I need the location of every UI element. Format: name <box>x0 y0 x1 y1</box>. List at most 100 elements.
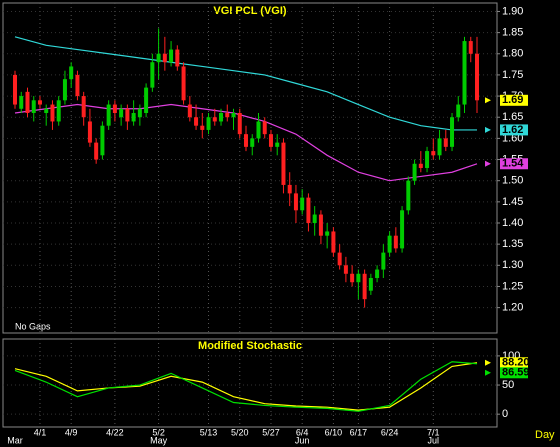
candle-body <box>318 214 323 236</box>
candle-body <box>225 113 230 118</box>
candle-body <box>106 104 111 126</box>
value-pointer <box>485 126 491 133</box>
candle-body <box>194 117 199 126</box>
value-label: 88.20 <box>502 357 530 369</box>
y-tick-label: 1.85 <box>502 27 523 39</box>
candle-body <box>231 113 236 118</box>
value-label: 86.59 <box>502 367 530 379</box>
y-tick-label: 1.25 <box>502 280 523 292</box>
candle-body <box>431 151 436 156</box>
candle-body <box>56 100 61 122</box>
candle-body <box>19 96 24 109</box>
chart-title: VGI PCL (VGI) <box>213 5 286 17</box>
candle-body <box>131 113 136 122</box>
candle-body <box>337 252 342 266</box>
candle-body <box>13 74 17 105</box>
candle-body <box>468 41 473 54</box>
candle-body <box>437 138 442 156</box>
month-label: Jun <box>295 435 310 445</box>
y-tick-label: 0 <box>502 408 508 420</box>
y-tick-label: 1.90 <box>502 5 523 17</box>
y-tick-label: 1.35 <box>502 238 523 250</box>
candle-body <box>381 252 386 270</box>
value-box <box>500 94 528 106</box>
candle-body <box>162 53 167 63</box>
candle-body <box>175 49 180 67</box>
candle-body <box>331 231 336 253</box>
x-tick-label: 6/4 <box>296 427 309 437</box>
y-tick-label: 1.40 <box>502 217 523 229</box>
candle-body <box>87 121 92 143</box>
value-pointer <box>485 97 491 104</box>
candle-body <box>25 91 30 113</box>
stochastic-panel <box>2 338 498 428</box>
y-tick-label: 1.65 <box>502 111 523 123</box>
x-tick-label: 6/17 <box>350 427 368 437</box>
candle-body <box>262 121 267 135</box>
value-label: 1.69 <box>502 94 523 106</box>
line <box>14 36 477 131</box>
value-label: 1.54 <box>502 158 524 170</box>
candle-body <box>75 74 80 97</box>
value-pointer <box>485 160 491 167</box>
candle-body <box>368 278 373 291</box>
price-panel <box>2 2 498 334</box>
candle-body <box>306 197 311 223</box>
candle-body <box>343 265 348 274</box>
candle-body <box>400 210 405 249</box>
value-box <box>500 367 528 379</box>
y-tick-label: 1.30 <box>502 259 523 271</box>
value-box <box>500 124 528 136</box>
candle-body <box>81 96 86 118</box>
candle-body <box>475 53 479 101</box>
x-tick-label: 7/1 <box>427 427 440 437</box>
candle-body <box>219 113 224 122</box>
value-box <box>500 158 528 170</box>
candle-body <box>462 41 467 105</box>
month-label: May <box>150 435 168 445</box>
candle-body <box>456 104 461 118</box>
note: No Gaps <box>15 321 51 331</box>
candle-body <box>393 235 398 249</box>
x-tick-label: 5/27 <box>262 427 280 437</box>
x-tick-label: 5/2 <box>152 427 165 437</box>
x-tick-label: 4/1 <box>34 427 47 437</box>
y-tick-label: 1.45 <box>502 196 523 208</box>
candle-body <box>206 117 211 130</box>
candle-body <box>244 134 248 147</box>
candle-body <box>287 184 292 194</box>
candle-body <box>62 79 67 101</box>
candle-body <box>356 273 361 283</box>
candle-body <box>187 104 192 118</box>
y-tick-label: 50 <box>502 379 514 391</box>
candle-body <box>181 66 186 101</box>
candle-body <box>350 273 355 283</box>
month-label: Mar <box>7 435 23 445</box>
candle-body <box>94 142 99 160</box>
x-axis-label: Day <box>535 429 555 441</box>
candle-body <box>237 113 242 135</box>
candle-body <box>44 108 49 113</box>
x-tick-label: 5/20 <box>231 427 249 437</box>
candle-body <box>425 151 430 168</box>
candle-body <box>144 87 149 113</box>
candle-body <box>450 117 455 147</box>
candle-body <box>200 125 205 130</box>
candle-body <box>325 231 330 236</box>
candle-body <box>312 214 317 223</box>
month-label: Jul <box>428 435 440 445</box>
candle-body <box>112 104 117 113</box>
candle-body <box>406 180 411 211</box>
candle-body <box>156 53 161 63</box>
candle-body <box>100 125 105 156</box>
candle-body <box>69 66 74 80</box>
candle-body <box>268 134 273 147</box>
candle-body <box>275 142 280 147</box>
candle-body <box>256 121 261 139</box>
candle-body <box>443 138 448 147</box>
candle-body <box>387 235 392 253</box>
candle-body <box>31 100 36 113</box>
x-tick-label: 6/24 <box>381 427 399 437</box>
